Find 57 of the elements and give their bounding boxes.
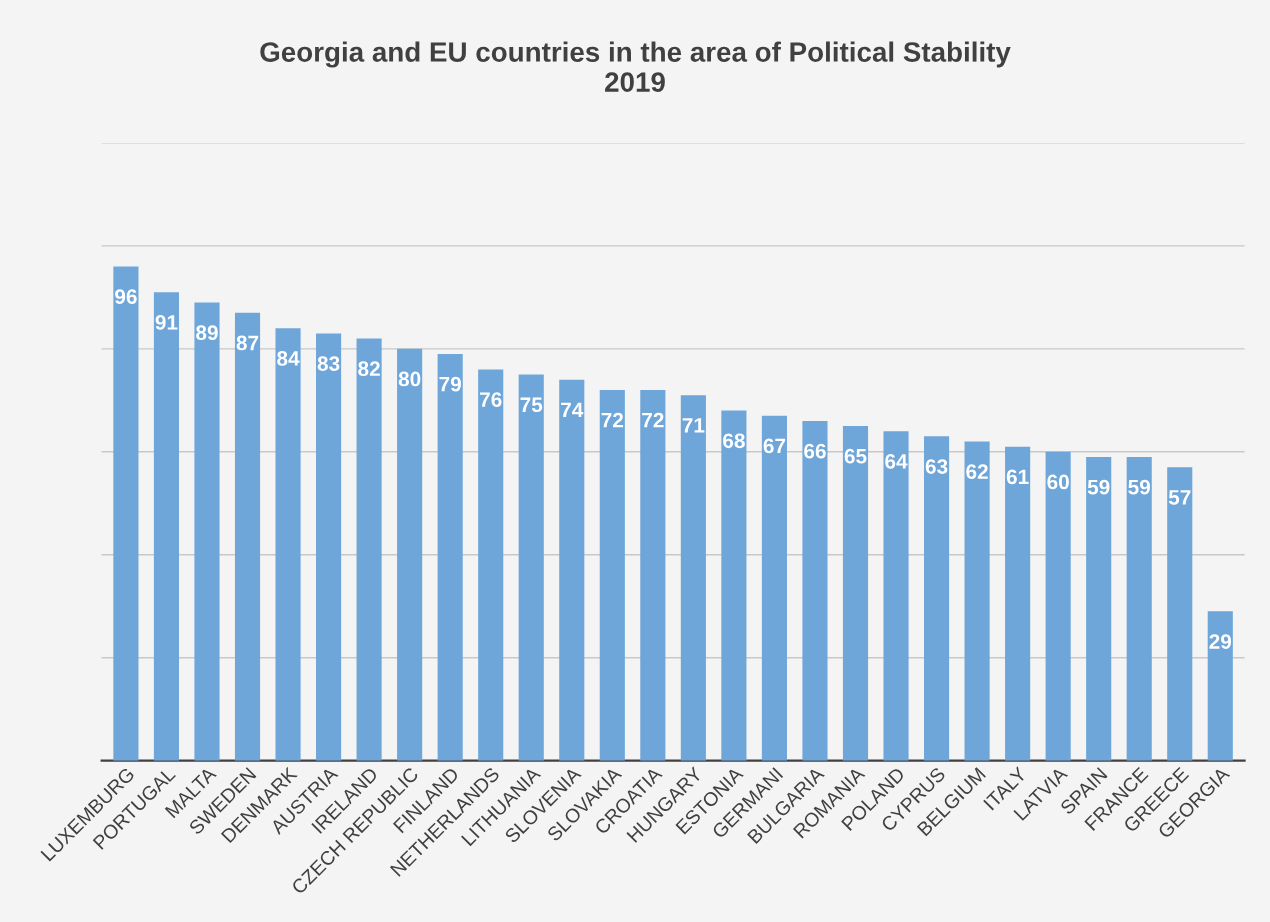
bar (113, 266, 139, 761)
data-label: 87 (236, 335, 259, 351)
bar (599, 390, 625, 761)
bar (356, 338, 382, 761)
bar (153, 292, 180, 761)
data-label: 65 (844, 448, 867, 464)
bar (761, 415, 787, 761)
bar (680, 395, 706, 761)
bar (1167, 467, 1193, 761)
bar (316, 333, 342, 761)
bar (883, 431, 909, 761)
data-label: 29 (1209, 634, 1232, 649)
data-label: 74 (561, 402, 584, 418)
data-label: 71 (682, 418, 705, 433)
data-label: 63 (925, 459, 948, 474)
data-label: 60 (1047, 474, 1069, 490)
data-label: 59 (1087, 479, 1110, 495)
data-label: 61 (1006, 469, 1029, 485)
chart-title: Georgia and EU countries in the area of Political Stability 2019 (260, 41, 1011, 92)
data-label: 66 (804, 443, 826, 459)
bar (802, 420, 828, 761)
data-label: 83 (317, 356, 340, 371)
data-label: 84 (277, 351, 300, 366)
data-label: 79 (439, 376, 461, 392)
data-label: 82 (358, 361, 380, 377)
bar (1005, 446, 1031, 761)
bar (559, 379, 585, 761)
bar (842, 426, 869, 761)
bar (437, 353, 463, 761)
bar (640, 390, 666, 761)
bar (964, 441, 990, 761)
bar (194, 302, 220, 761)
data-label: 67 (763, 438, 786, 454)
bar (1207, 611, 1233, 761)
bar (397, 348, 423, 761)
bar (1086, 456, 1112, 761)
bar (1126, 456, 1152, 761)
data-label: 91 (155, 314, 178, 330)
data-label: 76 (480, 392, 502, 407)
data-label: 72 (642, 412, 664, 428)
data-label: 64 (885, 453, 908, 469)
bar (234, 312, 261, 761)
data-label: 89 (196, 325, 218, 341)
data-label: 96 (115, 289, 137, 305)
bar (275, 328, 301, 761)
bar (518, 374, 544, 761)
data-label: 75 (520, 397, 543, 413)
data-label: 62 (966, 464, 988, 480)
bar (923, 436, 950, 761)
bar (1045, 451, 1071, 761)
data-label: 80 (398, 371, 421, 387)
data-label: 57 (1168, 490, 1191, 505)
data-label: 68 (723, 433, 745, 449)
data-label: 59 (1128, 479, 1151, 495)
bar (721, 410, 747, 761)
bar (478, 369, 504, 761)
data-label: 72 (601, 412, 624, 428)
